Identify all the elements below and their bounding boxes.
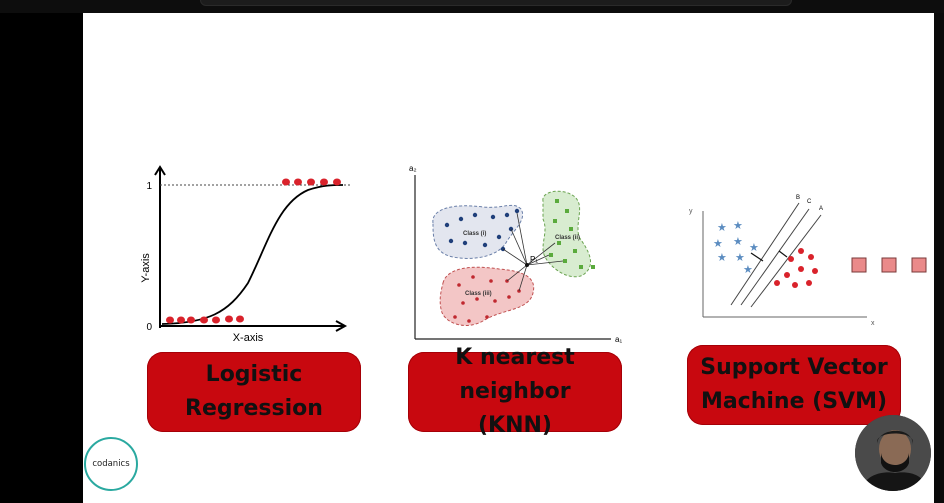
svg-text:★: ★ [717,221,727,234]
x-axis-arrow [335,320,348,332]
class-iii-region [439,266,535,326]
knn-title-line2: (KNN) [478,413,552,438]
logo-text: codanics [92,459,130,469]
svg-text:★: ★ [733,219,743,232]
hyperplane-a [750,214,822,308]
logistic-regression-plot: 1 0 Y-axis X-axis [140,165,350,343]
presenter-silhouette [855,415,931,491]
presenter-webcam [855,415,931,491]
class-ii-label: Class (ii) [555,235,580,241]
svm-label[interactable]: Support Vector Machine (SVM) [687,345,901,425]
svg-text:★: ★ [735,251,745,264]
class-one-points [282,178,341,186]
logistic-regression-label[interactable]: Logistic Regression [147,352,361,432]
svg-text:★: ★ [743,263,753,276]
x-axis-label: X-axis [233,332,264,343]
hyperplane-b [730,202,800,306]
class-i-region [432,204,523,259]
tick-zero: 0 [146,322,152,333]
svg-text:★: ★ [733,235,743,248]
slide: 1 0 Y-axis X-axis a₂ a₁ [83,13,934,503]
svm-title-line1: Support Vector [700,355,888,380]
svm-title-line2: Machine (SVM) [700,389,888,414]
line-a-label: A [819,206,823,212]
hyperplane-c [740,208,810,306]
square-markers [851,257,927,273]
codanics-logo: codanics [84,437,138,491]
svm-axis-y-label: y [689,208,693,215]
class-zero-points [166,315,244,324]
knn-label[interactable]: K nearest neighbor (KNN) [408,345,622,438]
class-ii-points [549,199,595,269]
svg-text:★: ★ [749,241,759,254]
class-iii-points [453,275,521,323]
line-b-label: B [796,195,800,201]
svm-axis-x-label: x [871,320,875,327]
class-i-label: Class (i) [463,231,486,237]
sigmoid-curve [161,184,344,325]
query-point [525,263,529,267]
logistic-title-line1: Logistic [205,362,303,387]
support-marker-left [750,252,764,262]
axis-a2-label: a₂ [409,164,417,173]
svg-text:★: ★ [717,251,727,264]
neighbor-lines [502,212,564,292]
address-bar[interactable] [200,0,792,6]
dot-class-points [774,248,818,288]
line-c-label: C [807,199,812,205]
axis-a1-label: a₁ [615,335,622,344]
svm-plot: y x B C A ★ ★★ ★ ★ ★★★ [689,195,927,327]
knn-title-line1: K nearest neighbor [455,345,575,404]
svg-text:★: ★ [713,237,723,250]
browser-top-bar [0,0,944,13]
y-axis-label: Y-axis [140,253,152,283]
logistic-title-line2: Regression [185,396,323,421]
knn-plot: a₂ a₁ P₁ Class (i) Class (ii) [409,164,622,344]
tick-one: 1 [146,181,152,192]
query-point-label: P₁ [530,255,538,264]
y-axis-arrow [154,165,166,176]
class-ii-region [542,190,592,278]
star-class-points: ★ ★★ ★ ★ ★★★ [713,219,759,276]
support-marker-right [778,250,788,258]
class-iii-label: Class (iii) [465,291,492,297]
right-edge [934,13,944,503]
